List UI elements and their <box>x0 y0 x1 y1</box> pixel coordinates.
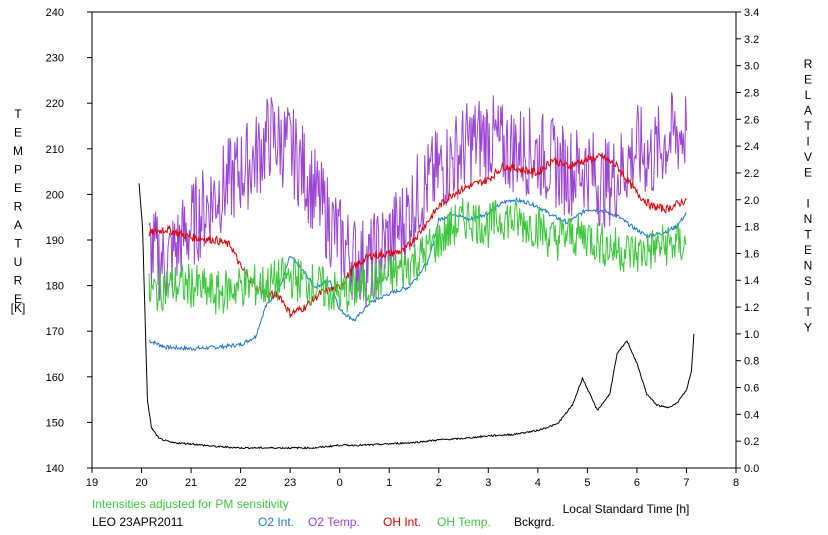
adjustment-note: Intensities adjusted for PM sensitivity <box>92 497 289 511</box>
y-right-tick-label: 0.8 <box>744 356 759 368</box>
y-right-tick-label: 0.4 <box>744 409 759 421</box>
series-line-bckgrd <box>138 183 695 450</box>
series-line-oh-temp <box>148 198 687 315</box>
y-right-tick-label: 0.6 <box>744 383 759 395</box>
y-left-tick-label: 220 <box>46 98 64 110</box>
x-tick-label: 1 <box>386 477 392 489</box>
y-left-tick-label: 230 <box>46 53 64 65</box>
x-tick-label: 3 <box>485 477 491 489</box>
legend: O2 Int. O2 Temp. OH Int. OH Temp. Bckgrd. <box>258 515 555 529</box>
x-tick-label: 6 <box>634 477 640 489</box>
y-right-tick-label: 2.8 <box>744 87 759 99</box>
y-right-tick-label: 1.4 <box>744 275 759 287</box>
y-left-tick-label: 160 <box>46 372 64 384</box>
x-tick-label: 7 <box>683 477 689 489</box>
legend-entry: OH Int. <box>383 515 421 529</box>
y-left-tick-label: 140 <box>46 463 64 475</box>
legend-entry: OH Temp. <box>437 515 491 529</box>
y-left-tick-label: 170 <box>46 326 64 338</box>
x-tick-label: 0 <box>337 477 343 489</box>
x-tick-label: 8 <box>733 477 739 489</box>
x-tick-label: 20 <box>135 477 147 489</box>
y-axis-left-unit: [K] <box>11 301 26 315</box>
y-right-tick-label: 2.2 <box>744 168 759 180</box>
y-right-tick-label: 1.2 <box>744 302 759 314</box>
y-right-tick-label: 1.8 <box>744 222 759 234</box>
y-right-tick-label: 0.0 <box>744 463 759 475</box>
y-right-tick-label: 3.0 <box>744 61 759 73</box>
x-axis-ticks: 19 20 21 22 23 0 1 2 3 4 5 6 7 8 <box>86 468 739 489</box>
y-right-tick-label: 2.0 <box>744 195 759 207</box>
y-right-tick-label: 3.4 <box>744 7 759 19</box>
x-tick-label: 4 <box>535 477 541 489</box>
x-tick-label: 22 <box>234 477 246 489</box>
y-left-axis-ticks: 140 150 160 170 180 190 200 210 220 230 240 <box>46 7 92 475</box>
x-tick-label: 19 <box>86 477 98 489</box>
y-left-tick-label: 210 <box>46 144 64 156</box>
y-left-tick-label: 200 <box>46 189 64 201</box>
series-line-oh-int <box>148 152 687 318</box>
series-lines <box>138 92 695 450</box>
series-line-o2-temp <box>148 92 687 307</box>
x-tick-label: 23 <box>284 477 296 489</box>
x-tick-label: 2 <box>436 477 442 489</box>
y-right-tick-label: 0.2 <box>744 436 759 448</box>
legend-entry: Bckgrd. <box>514 515 555 529</box>
y-left-tick-label: 190 <box>46 235 64 247</box>
legend-entry: O2 Temp. <box>308 515 360 529</box>
y-right-tick-label: 3.2 <box>744 34 759 46</box>
y-right-axis-ticks: 0.0 0.2 0.4 0.6 0.8 1.0 1.2 1.4 1.6 1.8 2.0 2.2 2.4 2… <box>736 7 759 475</box>
x-tick-label: 5 <box>584 477 590 489</box>
station-label: LEO 23APR2011 <box>92 515 183 529</box>
y-right-tick-label: 1.0 <box>744 329 759 341</box>
y-left-tick-label: 180 <box>46 281 64 293</box>
y-left-tick-label: 150 <box>46 417 64 429</box>
y-left-tick-label: 240 <box>46 7 64 19</box>
y-right-tick-label: 2.6 <box>744 114 759 126</box>
legend-entry: O2 Int. <box>258 515 294 529</box>
x-axis-label: Local Standard Time [h] <box>563 502 690 516</box>
y-right-tick-label: 2.4 <box>744 141 759 153</box>
x-tick-label: 21 <box>185 477 197 489</box>
y-right-tick-label: 1.6 <box>744 248 759 260</box>
